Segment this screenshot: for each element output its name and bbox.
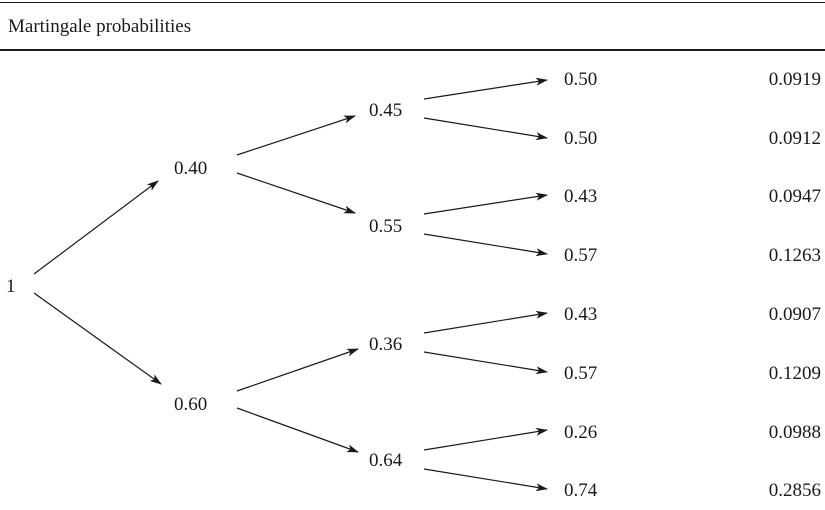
level3-node: 0.43 [564, 304, 597, 325]
edge-down-to-du [236, 348, 359, 392]
edge-up-to-uu [236, 115, 356, 156]
table-top-rule [0, 2, 825, 3]
leaf-value: 0.0947 [769, 186, 821, 207]
table-title: Martingale probabilities [8, 16, 192, 37]
level3-node: 0.74 [564, 480, 598, 501]
level3-node: 0.57 [564, 245, 597, 266]
leaf-value: 0.1263 [769, 245, 821, 266]
level3-node: 0.43 [564, 186, 597, 207]
level2-node-ud: 0.55 [369, 216, 402, 237]
level3-node: 0.50 [564, 128, 597, 149]
edge-root-to-down [33, 292, 162, 385]
edge-du-to-dud [423, 351, 548, 375]
edge-up-to-ud [236, 172, 356, 214]
level3-node: 0.26 [564, 422, 597, 443]
edge-uu-to-uud [423, 117, 548, 141]
level3-node: 0.50 [564, 69, 597, 90]
level1-node-down: 0.60 [174, 394, 207, 415]
level3-node: 0.57 [564, 363, 597, 384]
leaf-value: 0.0907 [769, 304, 821, 325]
edge-down-to-dd [236, 407, 359, 453]
level1-node-up: 0.40 [174, 158, 207, 179]
leaf-value: 0.2856 [769, 480, 821, 501]
level2-node-dd: 0.64 [369, 450, 403, 471]
root-node: 1 [6, 276, 16, 297]
edge-dd-to-ddd [423, 468, 548, 492]
edge-root-to-up [33, 180, 159, 275]
edge-uu-to-uuu [423, 77, 548, 100]
edge-du-to-duu [423, 310, 548, 334]
leaf-value: 0.0919 [769, 69, 821, 90]
level2-node-uu: 0.45 [369, 100, 402, 121]
level2-node-du: 0.36 [369, 334, 402, 355]
edge-dd-to-ddu [423, 427, 548, 451]
leaf-value: 0.0988 [769, 422, 821, 443]
table-header-rule [0, 49, 825, 51]
edge-ud-to-udd [423, 233, 548, 257]
leaf-value: 0.1209 [769, 363, 821, 384]
edge-ud-to-udu [423, 192, 548, 215]
leaf-value: 0.0912 [769, 128, 821, 149]
